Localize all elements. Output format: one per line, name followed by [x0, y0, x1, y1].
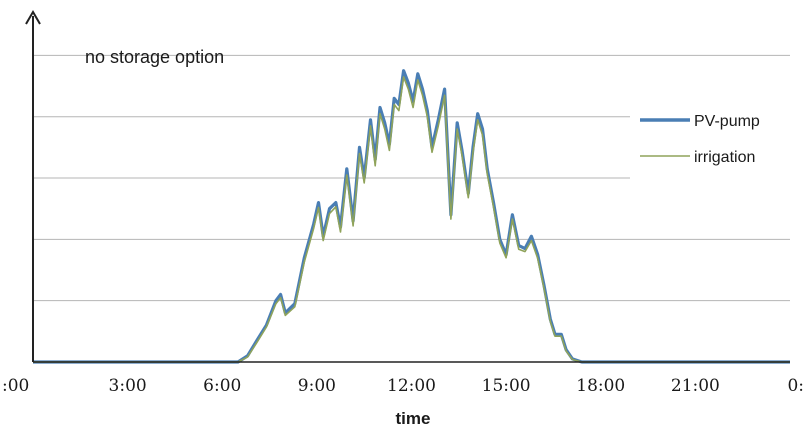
x-tick-label: 3:00: [109, 376, 147, 396]
series-line-irrigation: [33, 76, 790, 363]
x-tick-label: 12:00: [387, 376, 436, 396]
axes: [25, 10, 790, 363]
x-tick-label: 9:00: [298, 376, 336, 396]
series-line-pv-pump: [33, 69, 790, 364]
y-axis-arrowhead: [25, 10, 41, 25]
chart-annotation: no storage option: [85, 47, 224, 67]
x-tick-label: 0:: [787, 376, 804, 396]
x-tick-label: 18:00: [576, 376, 625, 396]
legend: PV-pump irrigation: [640, 113, 760, 166]
x-tick-label: 15:00: [482, 376, 531, 396]
legend-label-pv-pump: PV-pump: [694, 113, 760, 130]
x-tick-label: :00: [2, 376, 29, 396]
x-tick-label: 21:00: [671, 376, 720, 396]
legend-label-irrigation: irrigation: [694, 149, 755, 166]
x-tick-labels: :00 3:00 6:00 9:00 12:00 15:00 18:00 21:00 0:: [2, 376, 804, 396]
x-tick-label: 6:00: [203, 376, 241, 396]
series-lines: [33, 69, 790, 364]
x-axis-label: time: [396, 409, 431, 427]
gridlines: [33, 54, 790, 302]
